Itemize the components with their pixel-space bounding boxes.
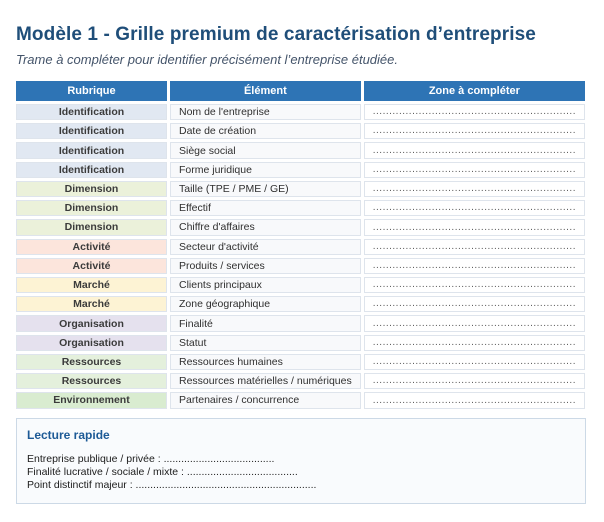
- zone-cell: ........................................…: [363, 353, 585, 371]
- page-subtitle: Trame à compléter pour identifier précis…: [16, 52, 398, 67]
- table-row: Organisation Finalité ..................…: [16, 315, 585, 332]
- table-row: Identification Date de création ........…: [16, 123, 585, 140]
- table-row: Marché Clients principaux ..............…: [16, 276, 585, 294]
- zone-cell: ........................................…: [363, 315, 585, 332]
- table-row: Dimension Chiffre d'affaires ...........…: [16, 219, 585, 236]
- rubrique-cell: Identification: [16, 161, 167, 178]
- column-header-zone: Zone à compléter: [363, 81, 585, 101]
- rubrique-cell: Dimension: [16, 180, 167, 198]
- table-row: Environnement Partenaires / concurrence …: [16, 392, 585, 409]
- dotted-fill-line: ........................................…: [372, 202, 576, 214]
- table-row: Ressources Ressources humaines .........…: [16, 353, 585, 371]
- zone-cell: ........................................…: [363, 257, 585, 274]
- table-row: Marché Zone géographique ...............…: [16, 296, 585, 313]
- rubrique-cell: Identification: [16, 104, 167, 121]
- lecture-line: Finalité lucrative / sociale / mixte : .…: [27, 465, 298, 478]
- zone-cell: ........................................…: [363, 123, 585, 140]
- rubrique-cell: Dimension: [16, 219, 167, 236]
- rubrique-cell: Marché: [16, 296, 167, 313]
- zone-cell: ........................................…: [363, 180, 585, 198]
- dotted-fill-line: ........................................…: [372, 144, 576, 156]
- zone-cell: ........................................…: [363, 161, 585, 178]
- dotted-fill-line: ........................................…: [372, 125, 576, 137]
- characterization-grid-table: Rubrique Élément Zone à compléter Identi…: [13, 78, 588, 412]
- rubrique-cell: Ressources: [16, 373, 167, 390]
- lecture-line: Point distinctif majeur : ..............…: [27, 478, 317, 491]
- zone-cell: ........................................…: [363, 200, 585, 217]
- zone-cell: ........................................…: [363, 296, 585, 313]
- element-cell: Siège social: [169, 142, 361, 159]
- element-cell: Effectif: [169, 200, 361, 217]
- table-body: Identification Nom de l'entreprise .....…: [16, 104, 585, 409]
- element-cell: Secteur d'activité: [169, 238, 361, 255]
- rubrique-cell: Ressources: [16, 353, 167, 371]
- dotted-fill-line: ........................................…: [372, 259, 576, 271]
- header-row: Rubrique Élément Zone à compléter: [16, 81, 585, 101]
- table-row: Identification Siège social ............…: [16, 142, 585, 159]
- dotted-fill-line: ........................................…: [372, 317, 576, 329]
- dotted-fill-line: ........................................…: [372, 279, 576, 291]
- column-header-element: Élément: [169, 81, 361, 101]
- dotted-fill-line: ........................................…: [372, 240, 576, 252]
- dotted-fill-line: ........................................…: [372, 183, 576, 195]
- element-cell: Zone géographique: [169, 296, 361, 313]
- element-cell: Produits / services: [169, 257, 361, 274]
- table-row: Identification Forme juridique .........…: [16, 161, 585, 178]
- table-row: Dimension Taille (TPE / PME / GE) ......…: [16, 180, 585, 198]
- zone-cell: ........................................…: [363, 219, 585, 236]
- element-cell: Taille (TPE / PME / GE): [169, 180, 361, 198]
- zone-cell: ........................................…: [363, 238, 585, 255]
- rubrique-cell: Organisation: [16, 315, 167, 332]
- dotted-fill-line: ........................................…: [372, 356, 576, 368]
- element-cell: Ressources humaines: [169, 353, 361, 371]
- dotted-fill-line: ........................................…: [372, 106, 576, 118]
- element-cell: Finalité: [169, 315, 361, 332]
- element-cell: Chiffre d'affaires: [169, 219, 361, 236]
- element-cell: Statut: [169, 334, 361, 351]
- dotted-fill-line: ........................................…: [372, 298, 576, 310]
- lecture-line: Entreprise publique / privée : .........…: [27, 452, 275, 465]
- dotted-fill-line: ........................................…: [372, 394, 576, 406]
- element-cell: Forme juridique: [169, 161, 361, 178]
- rubrique-cell: Dimension: [16, 200, 167, 217]
- zone-cell: ........................................…: [363, 392, 585, 409]
- rubrique-cell: Environnement: [16, 392, 167, 409]
- element-cell: Partenaires / concurrence: [169, 392, 361, 409]
- rubrique-cell: Organisation: [16, 334, 167, 351]
- zone-cell: ........................................…: [363, 142, 585, 159]
- element-cell: Date de création: [169, 123, 361, 140]
- zone-cell: ........................................…: [363, 276, 585, 294]
- dotted-fill-line: ........................................…: [372, 375, 576, 387]
- rubrique-cell: Identification: [16, 123, 167, 140]
- zone-cell: ........................................…: [363, 104, 585, 121]
- table-row: Organisation Statut ....................…: [16, 334, 585, 351]
- element-cell: Nom de l'entreprise: [169, 104, 361, 121]
- element-cell: Ressources matérielles / numériques: [169, 373, 361, 390]
- rubrique-cell: Activité: [16, 257, 167, 274]
- element-cell: Clients principaux: [169, 276, 361, 294]
- table-row: Activité Produits / services ...........…: [16, 257, 585, 274]
- dotted-fill-line: ........................................…: [372, 221, 576, 233]
- rubrique-cell: Identification: [16, 142, 167, 159]
- lecture-rapide-heading: Lecture rapide: [27, 427, 110, 442]
- zone-cell: ........................................…: [363, 373, 585, 390]
- table-row: Activité Secteur d'activité ............…: [16, 238, 585, 255]
- dotted-fill-line: ........................................…: [372, 163, 576, 175]
- lecture-lines: Entreprise publique / privée : .........…: [27, 453, 575, 492]
- lecture-rapide-box: Lecture rapide Entreprise publique / pri…: [16, 417, 586, 504]
- rubrique-cell: Marché: [16, 276, 167, 294]
- page-title: Modèle 1 - Grille premium de caractérisa…: [16, 24, 536, 45]
- table-header: Rubrique Élément Zone à compléter: [16, 81, 585, 101]
- table-row: Identification Nom de l'entreprise .....…: [16, 104, 585, 121]
- rubrique-cell: Activité: [16, 238, 167, 255]
- document-page: Modèle 1 - Grille premium de caractérisa…: [13, 24, 588, 504]
- zone-cell: ........................................…: [363, 334, 585, 351]
- table-row: Ressources Ressources matérielles / numé…: [16, 373, 585, 390]
- table-row: Dimension Effectif .....................…: [16, 200, 585, 217]
- dotted-fill-line: ........................................…: [372, 336, 576, 348]
- column-header-rubrique: Rubrique: [16, 81, 167, 101]
